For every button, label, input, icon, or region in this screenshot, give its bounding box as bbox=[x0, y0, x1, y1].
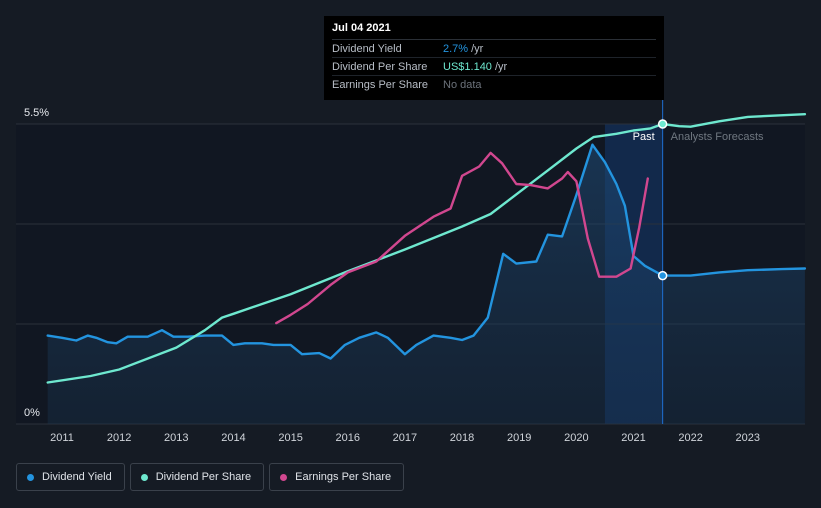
legend-dividend-per-share[interactable]: Dividend Per Share bbox=[129, 463, 265, 491]
dividend-yield-area bbox=[47, 144, 805, 424]
legend-dot-icon bbox=[27, 473, 34, 481]
tooltip-row-earnings-per-share: Earnings Per Share No data bbox=[332, 76, 656, 93]
tooltip-label: Earnings Per Share bbox=[332, 78, 428, 91]
legend-dot-icon bbox=[140, 473, 148, 481]
legend-earnings-per-share[interactable]: Earnings Per Share bbox=[269, 463, 405, 491]
dividend-per-share-line bbox=[46, 113, 807, 384]
legend-label: Dividend Yield bbox=[42, 471, 112, 483]
chart-legend: Dividend Yield Dividend Per Share Earnin… bbox=[16, 463, 405, 491]
x-tick-label: 2016 bbox=[336, 432, 360, 444]
x-axis: 2011 2012 2013 2014 2015 2016 2017 2018 2019 2020… bbox=[50, 432, 760, 444]
tooltip-date: Jul 04 2021 bbox=[332, 22, 656, 40]
tooltip-label: Dividend Yield bbox=[332, 42, 402, 55]
x-tick-label: 2019 bbox=[507, 432, 531, 444]
tooltip-label: Dividend Per Share bbox=[332, 60, 428, 73]
legend-dividend-yield[interactable]: Dividend Yield bbox=[16, 463, 125, 491]
tooltip-row-dividend-per-share: Dividend Per Share US$1.140 /yr bbox=[332, 58, 656, 76]
forecast-label: Analysts Forecasts bbox=[671, 131, 764, 143]
x-tick-label: 2021 bbox=[621, 432, 645, 444]
earnings-per-share-line bbox=[275, 151, 649, 325]
tooltip-value: 2.7% bbox=[443, 42, 469, 55]
legend-label: Earnings Per Share bbox=[295, 471, 392, 483]
x-tick-label: 2022 bbox=[678, 432, 702, 444]
dividend-yield-marker bbox=[657, 270, 668, 281]
dividend-yield-line bbox=[46, 143, 807, 360]
y-axis-top-label: 5.5% bbox=[24, 107, 49, 119]
tooltip-unit: /yr bbox=[494, 60, 508, 73]
past-label: Past bbox=[633, 131, 655, 143]
legend-label: Dividend Per Share bbox=[155, 471, 252, 483]
x-tick-label: 2015 bbox=[278, 432, 302, 444]
x-tick-label: 2023 bbox=[736, 432, 760, 444]
dividend-chart: Past Analysts Forecasts 5.5% 0% 2011 2012… bbox=[16, 100, 807, 444]
hover-tooltip: Jul 04 2021 Dividend Yield 2.7% /yr Divi… bbox=[324, 16, 664, 100]
x-tick-label: 2011 bbox=[50, 432, 74, 444]
x-tick-label: 2018 bbox=[450, 432, 474, 444]
legend-dot-icon bbox=[280, 473, 288, 481]
x-tick-label: 2013 bbox=[164, 432, 188, 444]
x-tick-label: 2014 bbox=[221, 432, 245, 444]
tooltip-value: US$1.140 bbox=[443, 60, 492, 73]
tooltip-value: No data bbox=[443, 78, 482, 91]
tooltip-row-dividend-yield: Dividend Yield 2.7% /yr bbox=[332, 40, 656, 58]
x-tick-label: 2017 bbox=[393, 432, 417, 444]
tooltip-unit: /yr bbox=[471, 42, 484, 55]
x-tick-label: 2012 bbox=[107, 432, 131, 444]
x-tick-label: 2020 bbox=[564, 432, 588, 444]
y-axis-bottom-label: 0% bbox=[24, 407, 40, 419]
dividend-per-share-marker bbox=[657, 119, 668, 129]
